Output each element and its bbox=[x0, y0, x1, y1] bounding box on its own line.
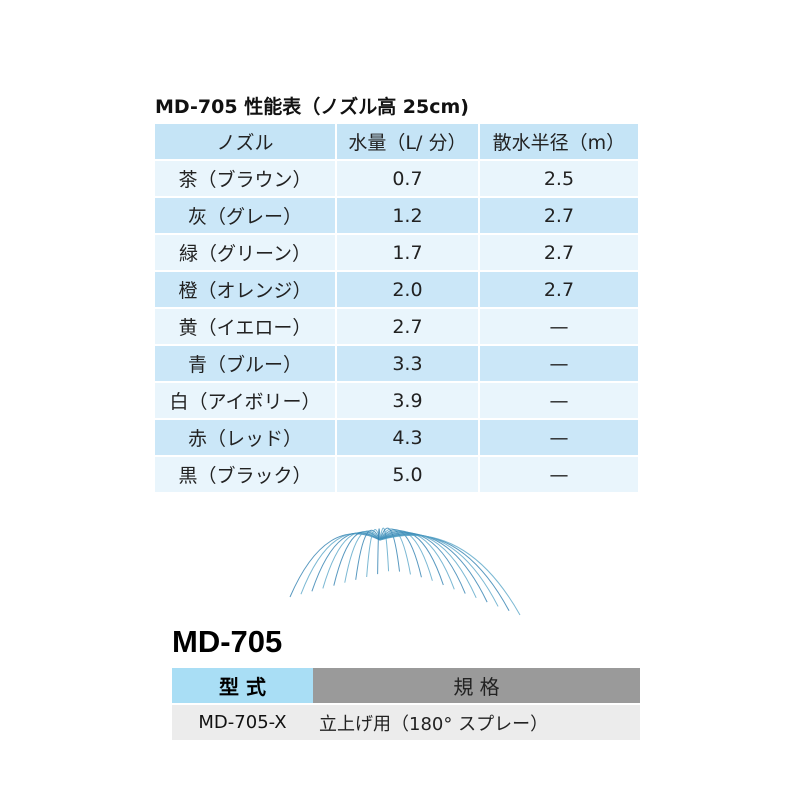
row: MD-705-X 立上げ用（180° スプレー） bbox=[172, 703, 640, 740]
row: 黒（ブラック） 5.0— bbox=[155, 456, 641, 494]
cell: 3.3 bbox=[336, 345, 480, 383]
spray-arc bbox=[377, 528, 381, 575]
cell: — bbox=[478, 308, 641, 346]
header-row: 型 式 規 格 bbox=[172, 668, 640, 704]
cell: 白（アイボリー） bbox=[155, 382, 337, 420]
fountain-image bbox=[289, 527, 521, 616]
spray-arc bbox=[322, 531, 381, 589]
row: 青（ブルー） 3.3— bbox=[155, 345, 641, 383]
cell: 2.7 bbox=[478, 234, 641, 272]
cell: 黒（ブラック） bbox=[155, 456, 337, 494]
cell: 茶（ブラウン） bbox=[155, 160, 337, 198]
cell: 灰（グレー） bbox=[155, 197, 337, 235]
row: 橙（オレンジ） 2.0 2.7 bbox=[155, 271, 641, 309]
cell: — bbox=[478, 419, 641, 457]
cell: 3.9 bbox=[336, 382, 480, 420]
spray-arc bbox=[379, 531, 455, 590]
cell: 2.0 bbox=[336, 271, 480, 309]
header-cell: ノズル bbox=[155, 124, 337, 161]
cell: 1.7 bbox=[336, 234, 480, 272]
spray-arc bbox=[379, 530, 444, 586]
cell: 4.3 bbox=[336, 419, 480, 457]
spray-arc bbox=[355, 529, 381, 580]
cell: 0.7 bbox=[336, 160, 480, 198]
header-cell: 散水半径（m） bbox=[478, 124, 641, 161]
row: 黄（イエロー） 2.7— bbox=[155, 308, 641, 346]
spray-arc bbox=[379, 527, 390, 572]
cell: 立上げ用（180° スプレー） bbox=[313, 703, 640, 740]
cell: 緑（グリーン） bbox=[155, 234, 337, 272]
spray-arc bbox=[379, 534, 521, 616]
spray-arc bbox=[333, 531, 381, 586]
header-row: ノズル 水量（L/ 分） 散水半径（m） bbox=[155, 124, 641, 161]
header-cell: 型 式 bbox=[172, 668, 313, 704]
spray-arc bbox=[344, 530, 381, 583]
cell: 青（ブルー） bbox=[155, 345, 337, 383]
cell: 2.7 bbox=[478, 271, 641, 309]
row: 赤（レッド） 4.3— bbox=[155, 419, 641, 457]
cell: 2.7 bbox=[336, 308, 480, 346]
cell: — bbox=[478, 382, 641, 420]
model-table: 型 式 規 格 MD-705-X 立上げ用（180° スプレー） bbox=[172, 668, 640, 740]
table-title: MD-705 性能表（ノズル高 25cm) bbox=[155, 96, 469, 118]
row: 緑（グリーン） 1.7 2.7 bbox=[155, 234, 641, 272]
cell: 1.2 bbox=[336, 197, 480, 235]
cell: MD-705-X bbox=[172, 703, 313, 740]
row: 灰（グレー） 1.2 2.7 bbox=[155, 197, 641, 235]
cell: 橙（オレンジ） bbox=[155, 271, 337, 309]
cell: 赤（レッド） bbox=[155, 419, 337, 457]
spec-table: ノズル 水量（L/ 分） 散水半径（m） 茶（ブラウン） 0.7 2.5 灰（グレー） 1.… bbox=[155, 124, 641, 494]
cell: 5.0 bbox=[336, 456, 480, 494]
cell: 2.7 bbox=[478, 197, 641, 235]
model-title: MD-705 bbox=[172, 624, 283, 659]
cell: 2.5 bbox=[478, 160, 641, 198]
row: 茶（ブラウン） 0.7 2.5 bbox=[155, 160, 641, 198]
spray-arc bbox=[289, 533, 381, 598]
cell: — bbox=[478, 456, 641, 494]
spray-arc bbox=[311, 532, 381, 592]
cell: — bbox=[478, 345, 641, 383]
row: 白（アイボリー） 3.9— bbox=[155, 382, 641, 420]
header-cell: 水量（L/ 分） bbox=[336, 124, 480, 161]
spray-arc bbox=[300, 532, 381, 595]
cell: 黄（イエロー） bbox=[155, 308, 337, 346]
header-cell: 規 格 bbox=[313, 668, 640, 704]
